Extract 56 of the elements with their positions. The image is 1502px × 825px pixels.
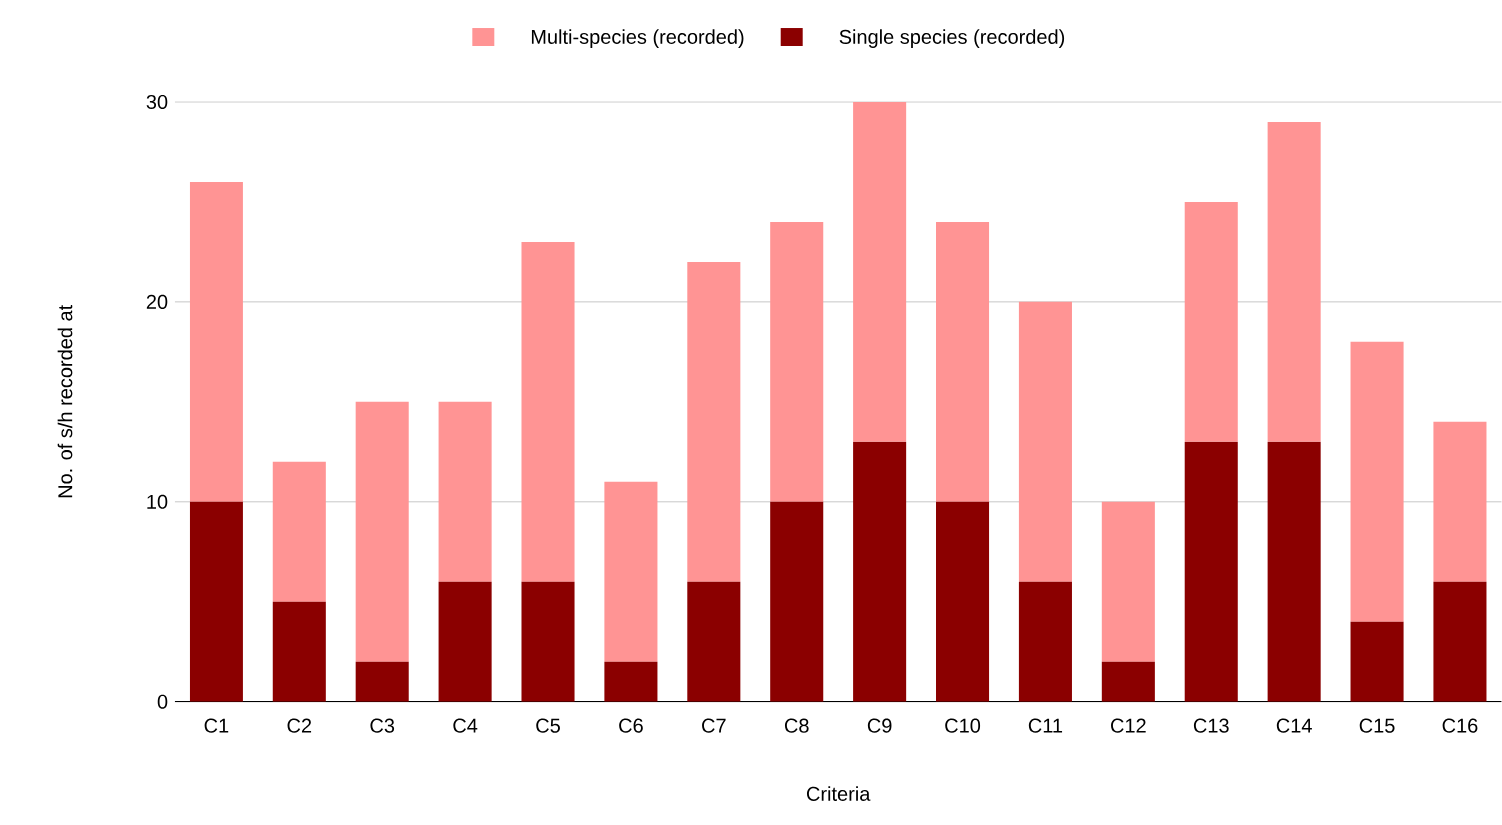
y-tick-label: 20 [146, 294, 168, 310]
bar [1018, 581, 1072, 702]
bar [770, 222, 824, 502]
bar [687, 262, 741, 582]
x-tick-label: C9 [867, 718, 892, 733]
y-tick-label: 30 [146, 95, 168, 110]
bar [272, 461, 326, 602]
bar [1350, 621, 1404, 702]
x-tick-label: C5 [536, 718, 560, 733]
bar [272, 601, 326, 702]
x-tick-label: C11 [1028, 718, 1063, 733]
x-tick-label: C1 [204, 718, 229, 733]
bar [853, 102, 907, 442]
bar [355, 661, 409, 702]
bar [770, 501, 824, 702]
bar [1433, 421, 1487, 582]
bar [1184, 441, 1238, 702]
y-axis-title: No. of s/h recorded at [57, 305, 73, 498]
x-tick-label: C6 [619, 718, 643, 733]
bar [355, 401, 409, 662]
bar [1433, 581, 1487, 702]
y-tick-label: 0 [157, 694, 168, 709]
x-tick-label: C7 [702, 718, 726, 733]
bar [521, 242, 575, 582]
bar [1267, 441, 1321, 702]
x-tick-label: C14 [1276, 718, 1312, 733]
x-tick-label: C10 [945, 718, 981, 733]
bar [936, 222, 990, 502]
bar [1018, 302, 1072, 582]
bar [1267, 122, 1321, 442]
bar [521, 581, 575, 702]
bar [853, 441, 907, 702]
bar [1101, 501, 1155, 662]
bar [604, 661, 658, 702]
x-tick-label: C12 [1111, 718, 1146, 733]
legend-label: Single species (recorded) [839, 29, 1065, 49]
bar [604, 481, 658, 662]
x-tick-label: C15 [1359, 718, 1395, 733]
bar [189, 182, 243, 502]
legend-label: Multi-species (recorded) [531, 29, 744, 49]
bar [1184, 202, 1238, 442]
x-tick-label: C8 [784, 718, 809, 733]
x-tick-label: C3 [370, 718, 395, 733]
x-axis-title: Criteria [806, 786, 871, 802]
y-tick-label: 10 [147, 494, 168, 510]
bar [438, 401, 492, 582]
x-tick-label: C4 [453, 718, 478, 733]
x-tick-label: C16 [1442, 718, 1478, 733]
bar [687, 581, 741, 702]
bar [1350, 342, 1404, 622]
x-tick-label: C2 [287, 718, 312, 733]
x-tick-label: C13 [1193, 718, 1229, 733]
bar [189, 501, 243, 702]
bar [438, 581, 492, 702]
bar [936, 501, 990, 702]
bar [1101, 661, 1155, 702]
